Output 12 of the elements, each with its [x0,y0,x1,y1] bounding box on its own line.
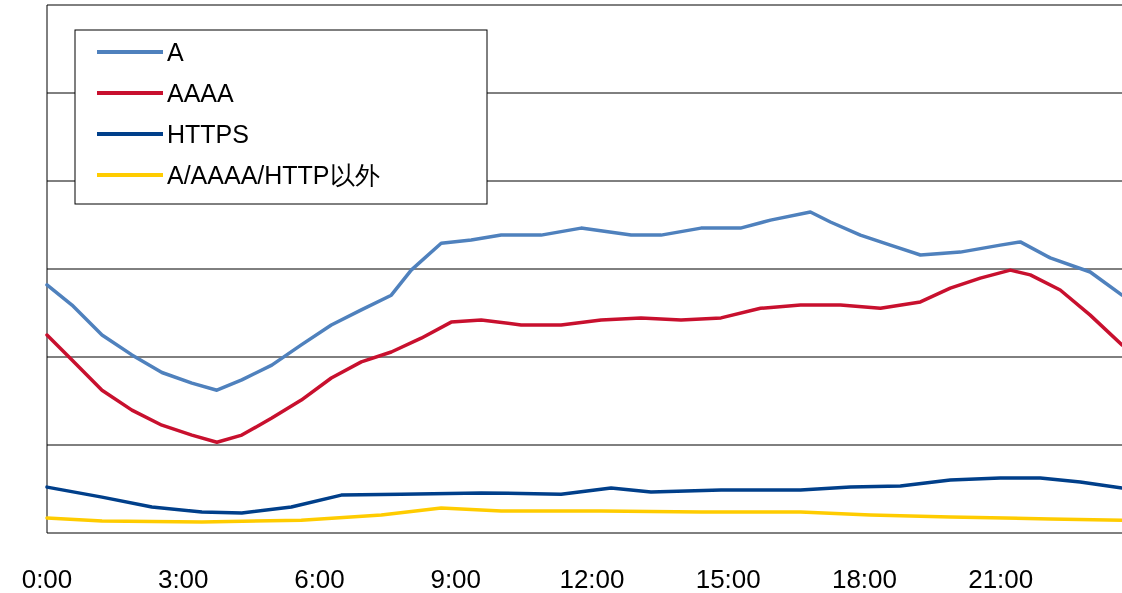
legend-label: AAAA [167,79,235,107]
legend-label: A [167,38,184,66]
x-tick-label: 3:00 [157,564,209,593]
x-tick-label: 6:00 [294,564,345,593]
x-tick-label: 0:00 [21,564,73,593]
x-tick-label: 12:00 [559,564,625,593]
x-tick-label: 9:00 [430,564,482,593]
x-tick-label: 21:00 [968,564,1034,593]
x-tick-label: 18:00 [831,564,898,593]
x-tick-label: 15:00 [695,564,761,593]
legend-label: A/AAAA/HTTP以外 [167,161,380,189]
legend-label: HTTPS [167,120,249,148]
